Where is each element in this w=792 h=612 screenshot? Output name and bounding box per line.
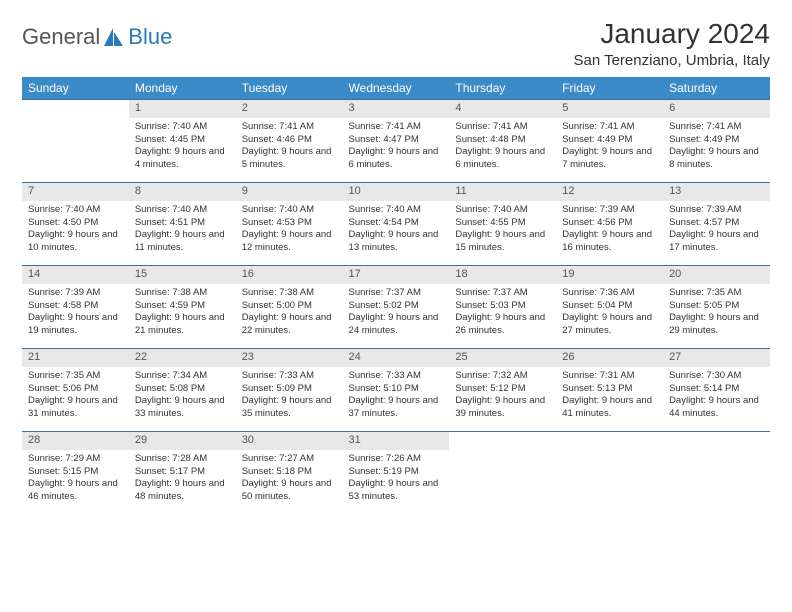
day-number-cell: 9 (236, 183, 343, 201)
day-number-cell: 3 (343, 100, 450, 118)
day-detail-cell (449, 450, 556, 514)
day-number-cell: 8 (129, 183, 236, 201)
day-detail-cell: Sunrise: 7:29 AMSunset: 5:15 PMDaylight:… (22, 450, 129, 514)
day-number-cell: 13 (663, 183, 770, 201)
day-detail-cell: Sunrise: 7:41 AMSunset: 4:47 PMDaylight:… (343, 118, 450, 183)
day-number-cell: 28 (22, 432, 129, 450)
day-detail-cell: Sunrise: 7:39 AMSunset: 4:56 PMDaylight:… (556, 201, 663, 266)
day-number-cell: 29 (129, 432, 236, 450)
weekday-header: Tuesday (236, 77, 343, 100)
day-detail-cell: Sunrise: 7:41 AMSunset: 4:46 PMDaylight:… (236, 118, 343, 183)
day-detail-cell: Sunrise: 7:27 AMSunset: 5:18 PMDaylight:… (236, 450, 343, 514)
day-number-cell: 21 (22, 349, 129, 367)
day-number-cell: 11 (449, 183, 556, 201)
day-detail-cell: Sunrise: 7:34 AMSunset: 5:08 PMDaylight:… (129, 367, 236, 432)
day-detail-cell: Sunrise: 7:40 AMSunset: 4:51 PMDaylight:… (129, 201, 236, 266)
day-detail-row: Sunrise: 7:29 AMSunset: 5:15 PMDaylight:… (22, 450, 770, 514)
day-number-cell: 6 (663, 100, 770, 118)
day-detail-cell: Sunrise: 7:35 AMSunset: 5:06 PMDaylight:… (22, 367, 129, 432)
logo-word1: General (22, 24, 100, 50)
day-detail-cell (663, 450, 770, 514)
calendar-table: Sunday Monday Tuesday Wednesday Thursday… (22, 77, 770, 514)
day-detail-cell: Sunrise: 7:32 AMSunset: 5:12 PMDaylight:… (449, 367, 556, 432)
weekday-header: Sunday (22, 77, 129, 100)
day-detail-cell: Sunrise: 7:41 AMSunset: 4:49 PMDaylight:… (663, 118, 770, 183)
day-detail-cell: Sunrise: 7:35 AMSunset: 5:05 PMDaylight:… (663, 284, 770, 349)
day-number-cell: 20 (663, 266, 770, 284)
day-detail-cell: Sunrise: 7:40 AMSunset: 4:55 PMDaylight:… (449, 201, 556, 266)
weekday-header: Friday (556, 77, 663, 100)
location-text: San Terenziano, Umbria, Italy (574, 52, 771, 69)
day-detail-cell (556, 450, 663, 514)
day-number-cell: 26 (556, 349, 663, 367)
day-detail-cell: Sunrise: 7:39 AMSunset: 4:58 PMDaylight:… (22, 284, 129, 349)
day-detail-cell: Sunrise: 7:38 AMSunset: 4:59 PMDaylight:… (129, 284, 236, 349)
day-detail-cell: Sunrise: 7:28 AMSunset: 5:17 PMDaylight:… (129, 450, 236, 514)
day-number-cell: 15 (129, 266, 236, 284)
day-number-cell: 14 (22, 266, 129, 284)
day-detail-row: Sunrise: 7:39 AMSunset: 4:58 PMDaylight:… (22, 284, 770, 349)
day-detail-cell: Sunrise: 7:33 AMSunset: 5:10 PMDaylight:… (343, 367, 450, 432)
day-detail-cell: Sunrise: 7:38 AMSunset: 5:00 PMDaylight:… (236, 284, 343, 349)
day-detail-row: Sunrise: 7:40 AMSunset: 4:50 PMDaylight:… (22, 201, 770, 266)
day-detail-cell: Sunrise: 7:30 AMSunset: 5:14 PMDaylight:… (663, 367, 770, 432)
day-number-row: 123456 (22, 100, 770, 118)
day-number-cell: 16 (236, 266, 343, 284)
day-detail-cell: Sunrise: 7:36 AMSunset: 5:04 PMDaylight:… (556, 284, 663, 349)
day-number-row: 21222324252627 (22, 349, 770, 367)
day-number-cell: 10 (343, 183, 450, 201)
day-number-cell: 18 (449, 266, 556, 284)
weekday-header: Saturday (663, 77, 770, 100)
day-detail-cell: Sunrise: 7:33 AMSunset: 5:09 PMDaylight:… (236, 367, 343, 432)
day-number-cell: 23 (236, 349, 343, 367)
day-number-cell: 12 (556, 183, 663, 201)
page-title: January 2024 (574, 18, 771, 50)
day-detail-cell: Sunrise: 7:39 AMSunset: 4:57 PMDaylight:… (663, 201, 770, 266)
weekday-header-row: Sunday Monday Tuesday Wednesday Thursday… (22, 77, 770, 100)
day-detail-cell: Sunrise: 7:37 AMSunset: 5:03 PMDaylight:… (449, 284, 556, 349)
header: General Blue January 2024 San Terenziano… (22, 18, 770, 69)
logo-word2: Blue (128, 27, 172, 47)
day-number-cell: 24 (343, 349, 450, 367)
weekday-header: Monday (129, 77, 236, 100)
day-number-cell: 17 (343, 266, 450, 284)
day-number-row: 28293031 (22, 432, 770, 450)
day-detail-cell (22, 118, 129, 183)
day-detail-cell: Sunrise: 7:37 AMSunset: 5:02 PMDaylight:… (343, 284, 450, 349)
day-number-row: 14151617181920 (22, 266, 770, 284)
day-detail-row: Sunrise: 7:35 AMSunset: 5:06 PMDaylight:… (22, 367, 770, 432)
day-number-cell: 30 (236, 432, 343, 450)
day-number-cell: 2 (236, 100, 343, 118)
day-number-cell: 5 (556, 100, 663, 118)
day-number-cell: 19 (556, 266, 663, 284)
day-number-cell (556, 432, 663, 450)
day-number-cell: 22 (129, 349, 236, 367)
day-detail-cell: Sunrise: 7:40 AMSunset: 4:50 PMDaylight:… (22, 201, 129, 266)
weekday-header: Thursday (449, 77, 556, 100)
day-detail-cell: Sunrise: 7:40 AMSunset: 4:53 PMDaylight:… (236, 201, 343, 266)
day-number-cell: 27 (663, 349, 770, 367)
day-number-cell: 1 (129, 100, 236, 118)
logo: General Blue (22, 24, 172, 50)
day-number-cell (22, 100, 129, 118)
day-number-cell: 31 (343, 432, 450, 450)
day-number-row: 78910111213 (22, 183, 770, 201)
day-detail-cell: Sunrise: 7:40 AMSunset: 4:54 PMDaylight:… (343, 201, 450, 266)
day-number-cell: 25 (449, 349, 556, 367)
day-detail-cell: Sunrise: 7:41 AMSunset: 4:49 PMDaylight:… (556, 118, 663, 183)
day-detail-cell: Sunrise: 7:26 AMSunset: 5:19 PMDaylight:… (343, 450, 450, 514)
day-number-cell: 4 (449, 100, 556, 118)
day-number-cell (449, 432, 556, 450)
weekday-header: Wednesday (343, 77, 450, 100)
day-detail-cell: Sunrise: 7:41 AMSunset: 4:48 PMDaylight:… (449, 118, 556, 183)
day-detail-cell: Sunrise: 7:31 AMSunset: 5:13 PMDaylight:… (556, 367, 663, 432)
title-block: January 2024 San Terenziano, Umbria, Ita… (574, 18, 771, 69)
day-number-cell: 7 (22, 183, 129, 201)
day-detail-row: Sunrise: 7:40 AMSunset: 4:45 PMDaylight:… (22, 118, 770, 183)
day-number-cell (663, 432, 770, 450)
logo-sail-icon (104, 28, 124, 46)
day-detail-cell: Sunrise: 7:40 AMSunset: 4:45 PMDaylight:… (129, 118, 236, 183)
